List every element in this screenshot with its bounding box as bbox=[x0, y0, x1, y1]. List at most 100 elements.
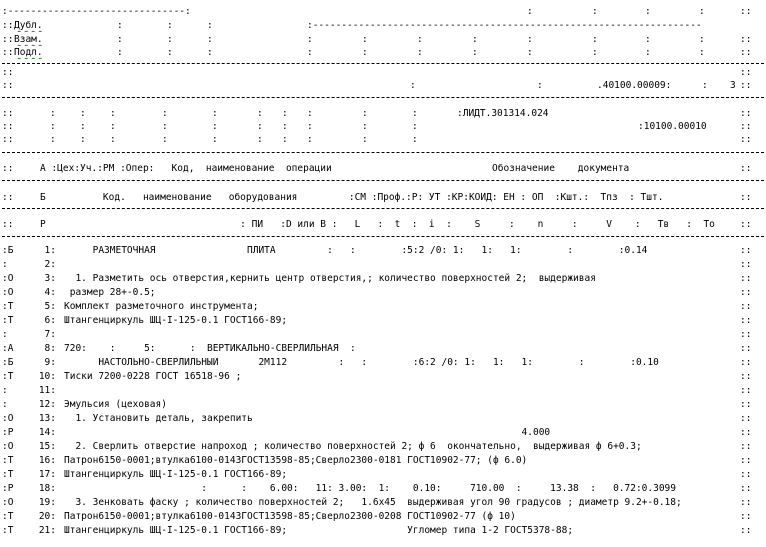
line-number: 18: bbox=[38, 483, 56, 494]
line-prefix: :О bbox=[2, 497, 14, 508]
line-number: 6: bbox=[44, 315, 56, 326]
row-b-label: Б Код. наименование оборудования :СМ :Пр… bbox=[40, 192, 664, 203]
divider bbox=[2, 180, 764, 181]
sheet-count: 3 bbox=[730, 80, 736, 91]
line-number: 15: bbox=[38, 441, 56, 452]
line-prefix: :О bbox=[2, 413, 14, 424]
line-row: :Б 9: НАСТОЛЬНО-СВЕРЛИЛЬНЫЙ 2М112 : : :6:… bbox=[2, 357, 752, 368]
row-r-label: Р : ПИ :D или В : L : t : i : S : n : V … bbox=[40, 219, 715, 230]
line-text: Тиски 7200-0228 ГОСТ 16518-96 ; bbox=[64, 371, 242, 382]
line-text: Штангенциркуль ШЦ-I-125-0.1 ГОСТ166-89; bbox=[64, 315, 288, 326]
vzam-label: Взам. bbox=[14, 34, 43, 45]
line-prefix: :О bbox=[2, 273, 14, 284]
line-number: 1: bbox=[44, 245, 56, 256]
line-row: :О 3: 1. Разметить ось отверстия,кернить … bbox=[2, 273, 752, 284]
line-text: 720: : 5: : ВЕРТИКАЛЬНО-СВЕРЛИЛЬНАЯ : bbox=[64, 343, 356, 354]
line-prefix: :Р bbox=[2, 483, 14, 494]
line-number: 14: bbox=[38, 427, 56, 438]
line-number: 10: bbox=[38, 371, 56, 382]
document-number: .40100.00009: bbox=[597, 80, 672, 91]
row-a-label: А :Цех:Уч.:РМ :Опер: Код, наименование о… bbox=[40, 163, 332, 174]
line-number: 7: bbox=[44, 329, 56, 340]
line-row: :Р 14: 4.000:: bbox=[2, 427, 752, 438]
doc-number-row: :::: .40100.00009::3:: bbox=[2, 80, 752, 91]
divider bbox=[2, 63, 764, 64]
line-text: РАЗМЕТОЧНАЯ ПЛИТА : : :5:2 /0: 1: 1: 1: … bbox=[64, 245, 648, 256]
line-prefix: :Т bbox=[2, 455, 14, 466]
line-text: Патрон6150-0001;втулка6100-0143ГОСТ13598… bbox=[64, 455, 528, 466]
line-prefix: : bbox=[2, 329, 8, 340]
dubl-label: Дубл. bbox=[14, 20, 43, 31]
detail-code-row: :::::::::::::10100.00010:: bbox=[2, 121, 752, 132]
line-prefix: : bbox=[2, 399, 8, 410]
spacer-row: :::: bbox=[2, 67, 752, 78]
line-row: :11::: bbox=[2, 385, 752, 396]
designation-code: :ЛИДТ.301314.024 bbox=[457, 108, 549, 119]
detail-code: :10100.00010 bbox=[638, 121, 707, 132]
designation-row: :::::::::::::ЛИДТ.301314.024:: bbox=[2, 108, 752, 119]
line-row: :Т 5: Комплект разметочного инструмента;:: bbox=[2, 301, 752, 312]
header-row-a: :: А :Цех:Уч.:РМ :Опер: Код, наименование… bbox=[2, 163, 752, 174]
divider bbox=[2, 152, 764, 153]
line-text: 3. Зенковать фаску ; количество поверхно… bbox=[64, 497, 682, 508]
line-number: 16: bbox=[38, 455, 56, 466]
line-number: 12: bbox=[38, 399, 56, 410]
line-text: 4.000 bbox=[64, 427, 551, 438]
line-number: 13: bbox=[38, 413, 56, 424]
line-prefix: : bbox=[2, 259, 8, 270]
line-row: :О 15: 2. Сверлить отверстие напроход ; к… bbox=[2, 441, 752, 452]
line-prefix: : bbox=[2, 385, 8, 396]
title-block-top-line: :-------------------------------::::::: bbox=[2, 6, 752, 17]
line-row: :О 4: размер 28+-0.5;:: bbox=[2, 287, 752, 298]
line-text: 1. Разметить ось отверстия,кернить центр… bbox=[64, 273, 596, 284]
line-text: НАСТОЛЬНО-СВЕРЛИЛЬНЫЙ 2М112 : : :6:2 /0:… bbox=[64, 357, 659, 368]
line-prefix: :Р bbox=[2, 427, 14, 438]
podl-label: Подл. bbox=[14, 47, 43, 58]
line-number: 4: bbox=[44, 287, 56, 298]
line-row: :Т 21: Штангенциркуль ШЦ-I-125-0.1 ГОСТ166… bbox=[2, 525, 752, 536]
line-prefix: :Т bbox=[2, 511, 14, 522]
divider bbox=[2, 97, 764, 98]
line-row: :Т 20: Патрон6150-0001;втулка6100-0143ГОСТ… bbox=[2, 511, 752, 522]
line-row: :О 19: 3. Зенковать фаску ; количество по… bbox=[2, 497, 752, 508]
line-text: 1. Установить деталь, закрепить bbox=[64, 413, 253, 424]
line-number: 17: bbox=[38, 469, 56, 480]
line-prefix: :Т bbox=[2, 469, 14, 480]
line-prefix: :Т bbox=[2, 371, 14, 382]
line-prefix: :Т bbox=[2, 525, 14, 536]
podl-row: :: Подл.::::::::::::: bbox=[2, 47, 752, 58]
line-number: 3: bbox=[44, 273, 56, 284]
line-number: 5: bbox=[44, 301, 56, 312]
vzam-row: :: Взам.::::::::::::: bbox=[2, 34, 752, 45]
line-row: :О 13: 1. Установить деталь, закрепить:: bbox=[2, 413, 752, 424]
row-a-right-label: Обозначение документа bbox=[492, 163, 630, 174]
dubl-row: :: Дубл.::::-----------------------------… bbox=[2, 20, 702, 31]
line-number: 9: bbox=[44, 357, 56, 368]
line-number: 2: bbox=[44, 259, 56, 270]
line-prefix: :Т bbox=[2, 315, 14, 326]
line-number: 11: bbox=[38, 385, 56, 396]
line-prefix: :А bbox=[2, 343, 14, 354]
line-row: :2::: bbox=[2, 259, 752, 270]
header-row-b: :: Б Код. наименование оборудования :СМ :… bbox=[2, 192, 752, 203]
line-prefix: :Б bbox=[2, 245, 14, 256]
line-number: 20: bbox=[38, 511, 56, 522]
line-row: :12: Эмульсия (цеховая):: bbox=[2, 399, 752, 410]
line-row: :А 8: 720: : 5: : ВЕРТИКАЛЬНО-СВЕРЛИЛЬНАЯ … bbox=[2, 343, 752, 354]
line-prefix: :О bbox=[2, 287, 14, 298]
line-number: 8: bbox=[44, 343, 56, 354]
divider bbox=[2, 208, 764, 209]
line-row: :7::: bbox=[2, 329, 752, 340]
line-row: :Т 16: Патрон6150-0001;втулка6100-0143ГОСТ… bbox=[2, 455, 752, 466]
line-number: 19: bbox=[38, 497, 56, 508]
line-text: размер 28+-0.5; bbox=[64, 287, 156, 298]
line-row: :Т 6: Штангенциркуль ШЦ-I-125-0.1 ГОСТ166-… bbox=[2, 315, 752, 326]
header-row-r: :: Р : ПИ :D или В : L : t : i : S : n : … bbox=[2, 219, 752, 230]
line-text: 2. Сверлить отверстие напроход ; количес… bbox=[64, 441, 642, 452]
line-number: 21: bbox=[38, 525, 56, 536]
line-prefix: :О bbox=[2, 441, 14, 452]
line-text: Эмульсия (цеховая) bbox=[64, 399, 167, 410]
line-row: :Т 17: Штангенциркуль ШЦ-I-125-0.1 ГОСТ166… bbox=[2, 469, 752, 480]
line-text: Штангенциркуль ШЦ-I-125-0.1 ГОСТ166-89; … bbox=[64, 525, 574, 536]
